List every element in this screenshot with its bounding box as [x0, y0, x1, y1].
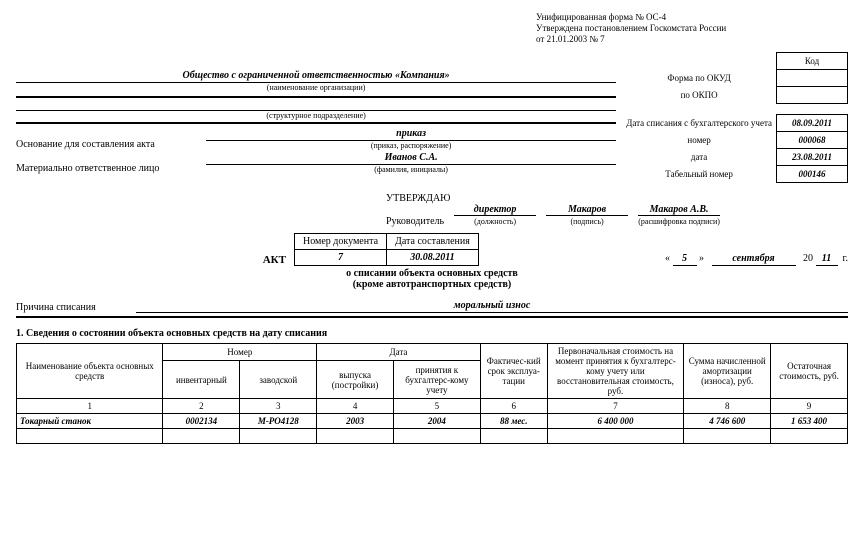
colnum-3: 3 — [240, 399, 317, 414]
col-factory: заводской — [240, 360, 317, 399]
codes-table: Код Форма по ОКУД по ОКПО Дата списания … — [622, 52, 848, 183]
responsible-label: Материально ответственное лицо — [16, 163, 206, 174]
section1-heading: 1. Сведения о состоянии объекта основных… — [16, 328, 848, 339]
okud-label: Форма по ОКУД — [622, 70, 776, 87]
date-label: дата — [622, 149, 776, 166]
title-line1: о списании объекта основных средств — [16, 268, 848, 279]
subdivision-caption: (структурное подразделение) — [16, 111, 616, 120]
colnum-2: 2 — [163, 399, 240, 414]
cell-initcost: 6 400 000 — [547, 414, 684, 429]
year: 11 — [816, 253, 838, 266]
org-name: Общество с ограниченной ответственностью… — [16, 70, 616, 83]
col-name: Наименование объекта основных средств — [17, 344, 163, 399]
writeoff-label: Дата списания с бухгалтерского учета — [622, 115, 776, 132]
date-value: 23.08.2011 — [777, 149, 848, 166]
colnum-1: 1 — [17, 399, 163, 414]
day: 5 — [673, 253, 697, 266]
cell-amort: 4 746 600 — [684, 414, 771, 429]
colnum-9: 9 — [771, 399, 848, 414]
reason-label: Причина списания — [16, 302, 136, 313]
okud-value — [777, 70, 848, 87]
title-line2: (кроме автотранспортных средств) — [16, 279, 848, 290]
cell-made: 2003 — [317, 414, 394, 429]
okpo-label: по ОКПО — [622, 87, 776, 104]
col-initcost: Первоначальная стоимость на момент приня… — [547, 344, 684, 399]
basis-label: Основание для составления акта — [16, 139, 206, 150]
subdivision-line — [16, 96, 616, 111]
doc-box: Номер документа Дата составления 7 30.08… — [294, 233, 479, 266]
tabel-label: Табельный номер — [622, 166, 776, 183]
responsible-caption: (фамилия, инициалы) — [206, 165, 616, 174]
cell-accepted: 2004 — [394, 414, 481, 429]
colnum-8: 8 — [684, 399, 771, 414]
docdate-value: 30.08.2011 — [387, 250, 479, 266]
col-residual: Остаточная стоимость, руб. — [771, 344, 848, 399]
colnum-5: 5 — [394, 399, 481, 414]
colnum-row: 1 2 3 4 5 6 7 8 9 — [17, 399, 848, 414]
tabel-value: 000146 — [777, 166, 848, 183]
approve-title: УТВЕРЖДАЮ — [386, 193, 848, 204]
writeoff-value: 08.09.2011 — [777, 115, 848, 132]
colnum-4: 4 — [317, 399, 394, 414]
docnum-label: Номер документа — [295, 234, 387, 250]
quote-r: » — [699, 253, 704, 264]
docdate-label: Дата составления — [387, 234, 479, 250]
form-date-line: от 21.01.2003 № 7 — [536, 34, 848, 45]
number-value: 000068 — [777, 132, 848, 149]
col-date-group: Дата — [317, 344, 481, 361]
akt-title: АКТ — [263, 254, 286, 266]
reason-value: моральный износ — [136, 300, 848, 313]
table-row: Токарный станок 0002134 М-РО4128 2003 20… — [17, 414, 848, 429]
signature: Макаров — [546, 204, 628, 216]
col-accepted: принятия к бухгалтерс-кому учету — [394, 360, 481, 399]
col-life: Фактичес-кий срок эксплуа-тации — [480, 344, 547, 399]
leader-label: Руководитель — [386, 216, 444, 227]
approval-line: Руководитель директор(должность) Макаров… — [386, 204, 848, 227]
number-label: номер — [622, 132, 776, 149]
responsible-value: Иванов С.А. — [206, 152, 616, 165]
colnum-6: 6 — [480, 399, 547, 414]
col-amort: Сумма начисленной амортизации (износа), … — [684, 344, 771, 399]
position: директор — [454, 204, 536, 216]
code-header: Код — [777, 53, 848, 70]
basis-value: приказ — [206, 128, 616, 141]
form-code-line: Унифицированная форма № ОС-4 — [536, 12, 848, 23]
form-header: Унифицированная форма № ОС-4 Утверждена … — [536, 12, 848, 44]
year-prefix: 20 — [803, 253, 813, 264]
month: сентября — [712, 253, 796, 266]
cell-inv: 0002134 — [163, 414, 240, 429]
fio: Макаров А.В. — [638, 204, 720, 216]
org-name-caption: (наименование организации) — [16, 83, 616, 92]
cell-life: 88 мес. — [480, 414, 547, 429]
quote-l: « — [665, 253, 670, 264]
cell-factory: М-РО4128 — [240, 414, 317, 429]
year-suffix: г. — [843, 253, 848, 264]
form-approved-line: Утверждена постановлением Госкомстата Ро… — [536, 23, 848, 34]
cell-residual: 1 653 400 — [771, 414, 848, 429]
position-caption: (должность) — [474, 217, 516, 226]
docnum-value: 7 — [295, 250, 387, 266]
empty-row — [17, 429, 848, 444]
col-number-group: Номер — [163, 344, 317, 361]
fio-caption: (расшифровка подписи) — [638, 217, 720, 226]
cell-name: Токарный станок — [17, 414, 163, 429]
colnum-7: 7 — [547, 399, 684, 414]
section1-table: Наименование объекта основных средств Но… — [16, 343, 848, 444]
basis-caption: (приказ, распоряжение) — [206, 141, 616, 150]
signature-caption: (подпись) — [570, 217, 603, 226]
col-made: выпуска (постройки) — [317, 360, 394, 399]
okpo-value — [777, 87, 848, 104]
col-inv: инвентарный — [163, 360, 240, 399]
